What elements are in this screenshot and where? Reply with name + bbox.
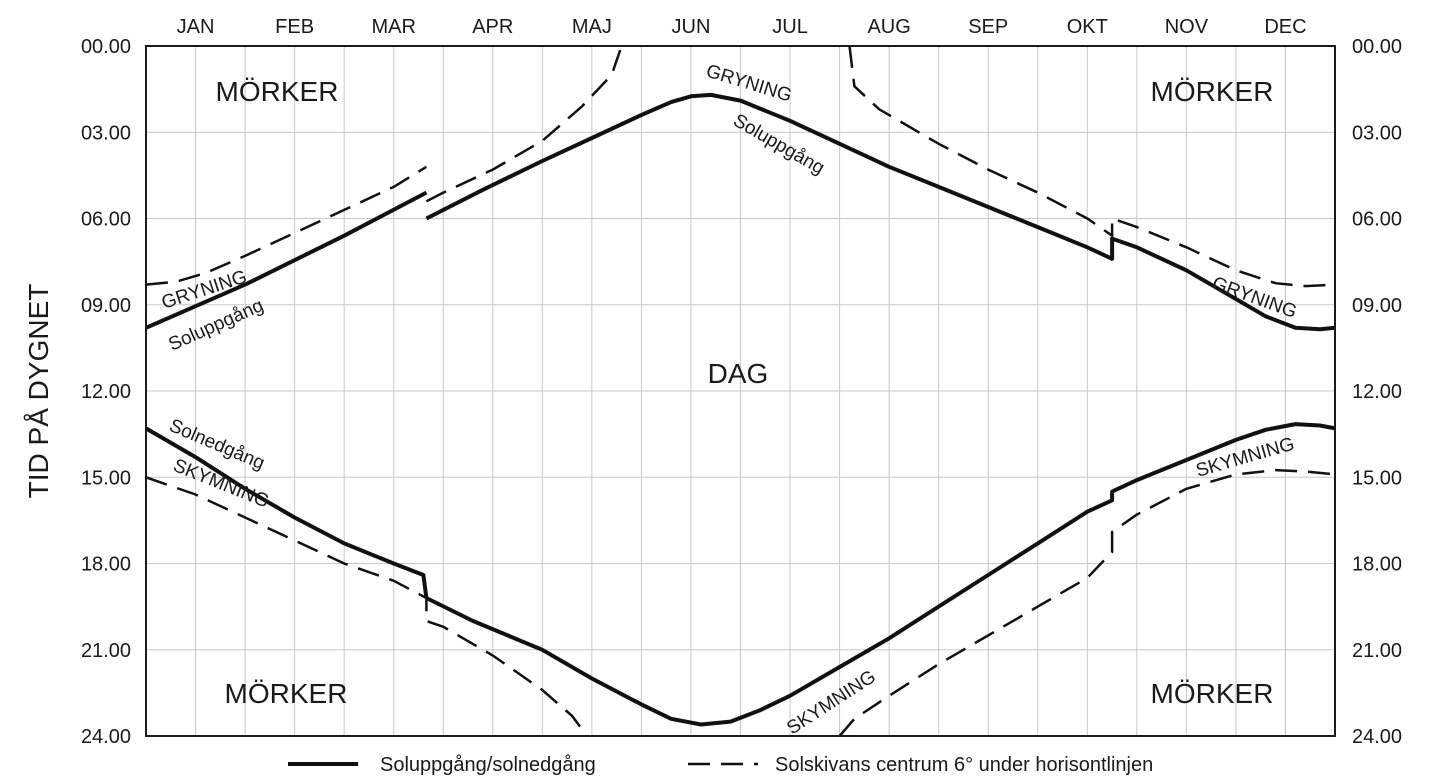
dawn-curve (145, 165, 428, 286)
sunset-curve (425, 422, 1336, 727)
y-tick-right: 24.00 (1352, 726, 1402, 748)
y-tick-right: 12.00 (1352, 381, 1402, 403)
y-axis-label: TID PÅ DYGNET (23, 284, 54, 499)
month-label: JAN (177, 16, 215, 38)
region-dark-top-left: MÖRKER (216, 76, 339, 107)
y-tick-left: 09.00 (81, 295, 131, 317)
curves (144, 45, 1336, 737)
month-label: JUL (772, 16, 808, 38)
dusk-curve (838, 468, 1336, 737)
label-gryning-mid: GRYNING (704, 61, 795, 107)
y-tick-right: 03.00 (1352, 122, 1402, 144)
plot-frame (145, 45, 1336, 737)
legend: Soluppgång/solnedgång Solskivans centrum… (288, 754, 1153, 776)
month-labels: JAN FEB MAR APR MAJ JUN JUL AUG SEP OKT NOV DEC (177, 16, 1307, 38)
y-tick-left: 18.00 (81, 554, 131, 576)
month-label: NOV (1165, 16, 1209, 38)
month-label: AUG (867, 16, 910, 38)
y-tick-left: 00.00 (81, 36, 131, 58)
month-label: OKT (1067, 16, 1108, 38)
legend-solid-label: Soluppgång/solnedgång (380, 754, 596, 776)
y-tick-right: 15.00 (1352, 467, 1402, 489)
legend-dashed-label: Solskivans centrum 6° under horisontlinj… (775, 754, 1153, 776)
y-tick-right: 09.00 (1352, 295, 1402, 317)
grid (146, 46, 1335, 736)
month-label: MAJ (572, 16, 612, 38)
region-dark-bottom-left: MÖRKER (225, 678, 348, 709)
month-label: FEB (275, 16, 314, 38)
sunrise-curve (425, 92, 1336, 332)
label-skymning-bottom: SKYMNING (783, 666, 879, 739)
label-soluppgang-mid: Soluppgång (730, 110, 828, 179)
y-tick-right: 18.00 (1352, 554, 1402, 576)
y-tick-right: 00.00 (1352, 36, 1402, 58)
month-label: MAR (371, 16, 415, 38)
month-label: DEC (1264, 16, 1306, 38)
y-tick-left: 12.00 (81, 381, 131, 403)
y-tick-right: 21.00 (1352, 640, 1402, 662)
y-tick-left: 03.00 (81, 122, 131, 144)
y-tick-left: 21.00 (81, 640, 131, 662)
y-tick-left: 15.00 (81, 467, 131, 489)
dusk-curve (145, 476, 588, 737)
month-label: SEP (968, 16, 1008, 38)
label-gryning-right: GRYNING (1209, 273, 1299, 323)
region-day: DAG (708, 358, 769, 389)
sunrise-curve (145, 190, 428, 330)
sunset-curve (144, 426, 429, 599)
y-tick-labels: 00.00 00.00 03.00 03.00 06.00 06.00 09.00 09.00… (81, 36, 1402, 748)
month-label: JUN (672, 16, 711, 38)
region-dark-bottom-right: MÖRKER (1151, 678, 1274, 709)
y-tick-right: 06.00 (1352, 209, 1402, 231)
y-tick-left: 24.00 (81, 726, 131, 748)
dawn-curve (848, 45, 1336, 288)
month-label: APR (472, 16, 513, 38)
dawn-curve (425, 45, 623, 203)
y-tick-left: 06.00 (81, 209, 131, 231)
region-dark-top-right: MÖRKER (1151, 76, 1274, 107)
